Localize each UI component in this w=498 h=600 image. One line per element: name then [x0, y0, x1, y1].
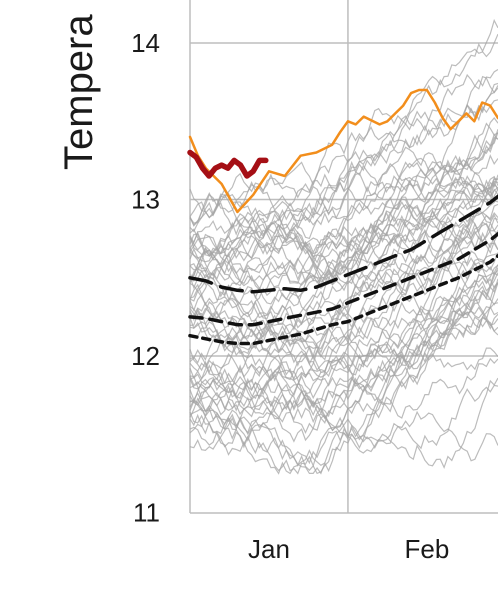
ensemble-line [189, 99, 498, 257]
y-tick-label: 12 [131, 341, 160, 371]
ensemble-line [189, 264, 498, 381]
ensemble-line [189, 188, 498, 284]
ensemble-line [189, 252, 498, 416]
x-tick-label: Feb [405, 534, 450, 564]
ensemble-line [189, 33, 498, 275]
series-line-current [187, 149, 269, 179]
ensemble-line [189, 302, 498, 475]
y-tick-label: 14 [131, 28, 160, 58]
ensemble-line [189, 377, 498, 475]
ensemble-line [189, 217, 498, 351]
ensemble-line [189, 384, 498, 475]
ensemble-line [189, 160, 498, 240]
y-axis-title: Tempera [57, 14, 101, 170]
series-line-orange [188, 88, 498, 214]
y-tick-label: 13 [131, 185, 160, 215]
ensemble-line [189, 129, 498, 266]
ensemble-line [189, 203, 498, 389]
ensemble-line [189, 208, 498, 286]
ensemble-line [189, 281, 498, 475]
ensemble-line [189, 85, 498, 276]
ensemble-line [189, 154, 498, 291]
y-tick-label: 11 [133, 498, 160, 528]
axes: Tempera 11 12 13 14 Jan Feb [57, 14, 449, 564]
ensemble-line [189, 180, 498, 412]
ensemble-line [189, 316, 498, 434]
x-tick-label: Jan [248, 534, 290, 564]
ensemble-line [189, 227, 498, 307]
ensemble-line [189, 313, 498, 400]
ensemble-line [189, 235, 498, 344]
highlight-series [187, 88, 498, 346]
ensemble-lines [189, 18, 498, 475]
ensemble-line [189, 183, 498, 315]
ensemble-line [189, 400, 498, 462]
ensemble-line [189, 213, 498, 291]
ensemble-line [189, 73, 498, 226]
ensemble-line [189, 132, 498, 262]
ensemble-line [189, 309, 498, 413]
ensemble-line [189, 136, 498, 263]
ensemble-line [189, 264, 498, 417]
series-line-dash-short [188, 254, 498, 346]
ensemble-line [189, 177, 498, 277]
ensemble-line [189, 212, 498, 292]
series-line-dash-mid [188, 232, 498, 327]
ensemble-line [189, 207, 498, 350]
ensemble-line [189, 183, 498, 352]
series-line-dash-long [188, 194, 498, 294]
ensemble-line [189, 282, 498, 413]
ensemble-line [189, 82, 498, 237]
ensemble-line [189, 18, 498, 227]
ensemble-line [189, 290, 498, 373]
